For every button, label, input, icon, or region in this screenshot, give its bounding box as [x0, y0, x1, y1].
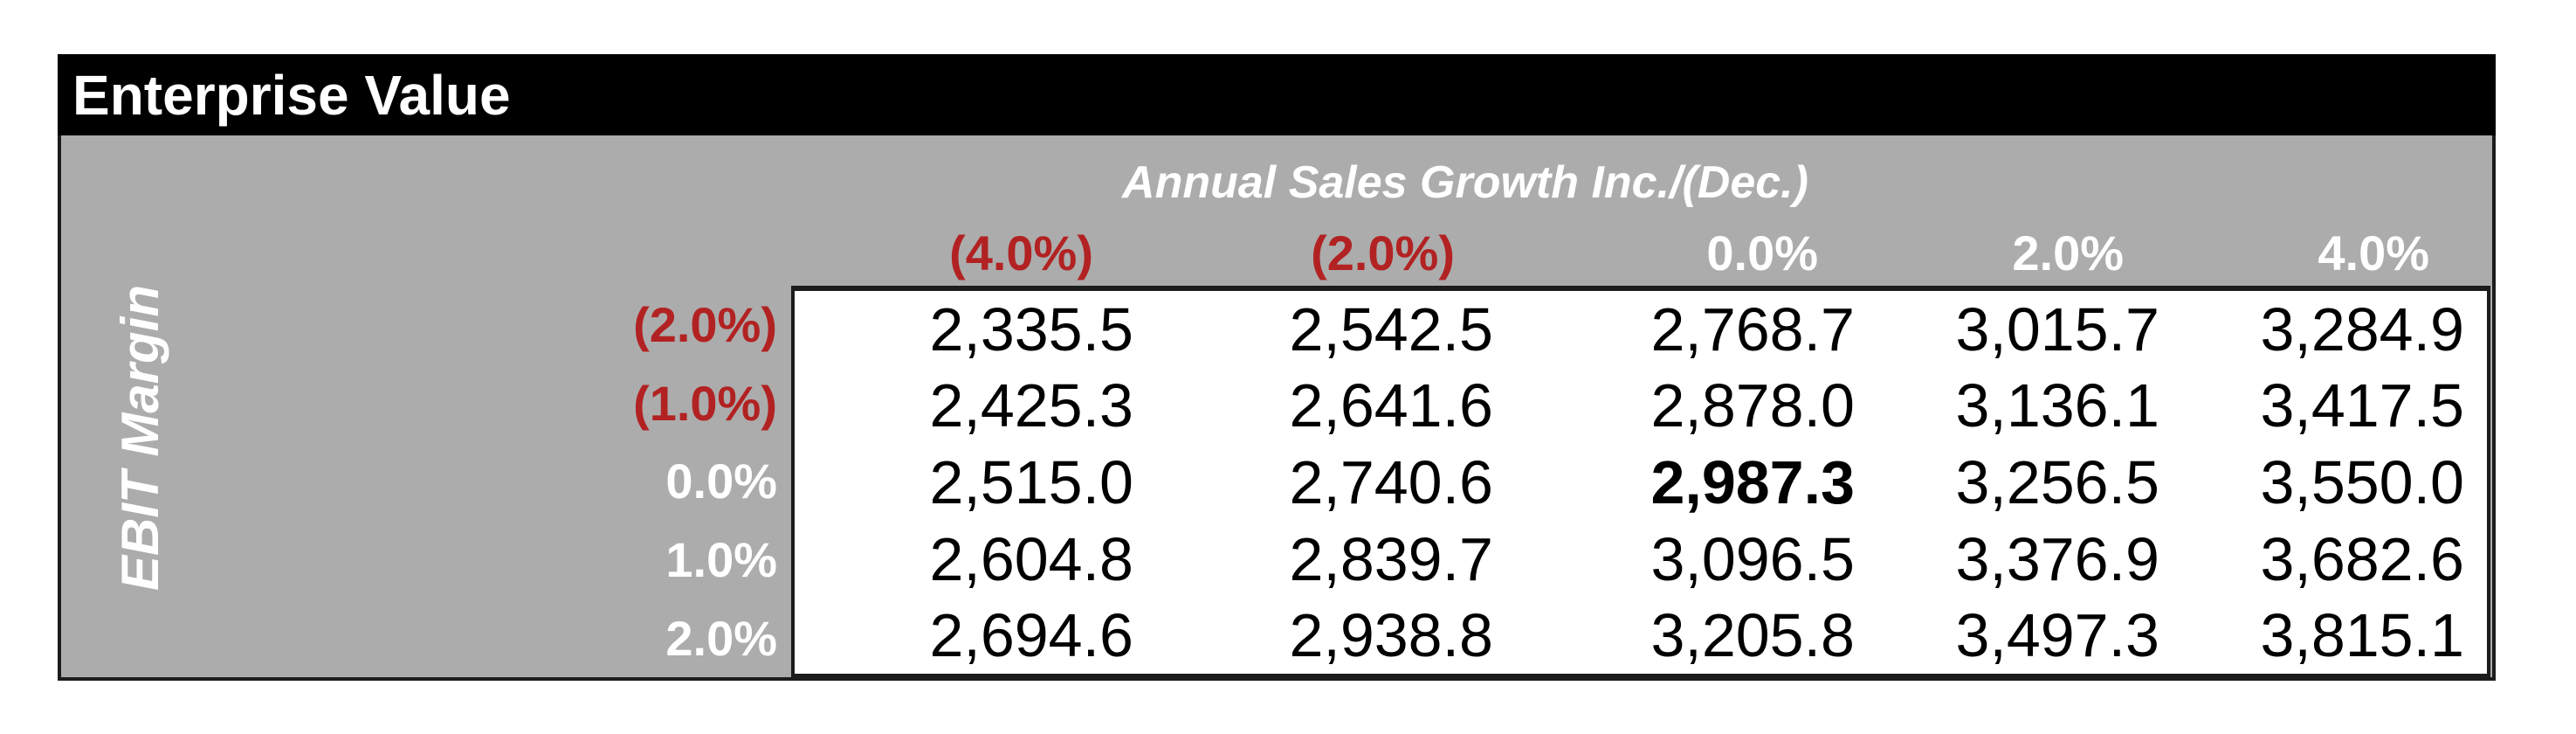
table-cell[interactable]: 2,878.0	[1650, 371, 1855, 440]
column-axis-title: Annual Sales Growth Inc./(Dec.)	[1122, 157, 1808, 208]
table-cell[interactable]: 3,815.1	[2260, 601, 2464, 670]
row-header-column: (2.0%) (1.0%) 0.0% 1.0% 2.0%	[61, 286, 784, 677]
table-cell[interactable]: 3,205.8	[1650, 601, 1855, 670]
column-header[interactable]: (4.0%)	[949, 225, 1093, 280]
row-header[interactable]: 0.0%	[665, 454, 777, 509]
table-cell[interactable]: 3,497.3	[1955, 601, 2159, 670]
column-header[interactable]: 0.0%	[1706, 225, 1818, 280]
table-cell[interactable]: 2,694.6	[929, 601, 1133, 670]
row-header[interactable]: 2.0%	[665, 610, 777, 666]
row-header[interactable]: (2.0%)	[633, 297, 777, 353]
column-header[interactable]: 2.0%	[2012, 225, 2124, 280]
table-cell[interactable]: 3,376.9	[1955, 524, 2159, 593]
table-cell[interactable]: 2,425.3	[929, 371, 1133, 440]
table-body: Annual Sales Growth Inc./(Dec.) EBIT Mar…	[58, 135, 2496, 681]
column-header[interactable]: (2.0%)	[1311, 225, 1455, 280]
table-title-bar: Enterprise Value	[58, 54, 2496, 135]
row-header[interactable]: (1.0%)	[633, 375, 777, 431]
row-header[interactable]: 1.0%	[665, 532, 777, 588]
table-cell[interactable]: 2,938.8	[1289, 601, 1493, 670]
enterprise-value-sensitivity-table: Enterprise Value Annual Sales Growth Inc…	[58, 54, 2496, 681]
table-cell[interactable]: 2,768.7	[1650, 294, 1855, 364]
data-grid: 2,335.5 2,542.5 2,768.7 3,015.7 3,284.9 …	[791, 286, 2490, 677]
table-cell[interactable]: 3,550.0	[2260, 447, 2464, 516]
table-cell[interactable]: 3,136.1	[1955, 371, 2159, 440]
table-cell[interactable]: 3,682.6	[2260, 524, 2464, 593]
table-cell[interactable]: 2,839.7	[1289, 524, 1493, 593]
table-cell[interactable]: 2,740.6	[1289, 447, 1493, 516]
table-cell[interactable]: 2,542.5	[1289, 294, 1493, 364]
column-header[interactable]: 4.0%	[2318, 225, 2429, 280]
column-header-row: (4.0%) (2.0%) 0.0% 2.0% 4.0%	[791, 219, 2490, 286]
table-cell-base-case[interactable]: 2,987.3	[1650, 447, 1855, 516]
table-cell[interactable]: 3,015.7	[1955, 294, 2159, 364]
table-cell[interactable]: 3,256.5	[1955, 447, 2159, 516]
table-cell[interactable]: 2,604.8	[929, 524, 1133, 593]
table-cell[interactable]: 2,641.6	[1289, 371, 1493, 440]
table-cell[interactable]: 3,417.5	[2260, 371, 2464, 440]
table-title: Enterprise Value	[72, 63, 511, 127]
table-cell[interactable]: 3,096.5	[1650, 524, 1855, 593]
table-cell[interactable]: 2,335.5	[929, 294, 1133, 364]
table-cell[interactable]: 3,284.9	[2260, 294, 2464, 364]
table-cell[interactable]: 2,515.0	[929, 447, 1133, 516]
